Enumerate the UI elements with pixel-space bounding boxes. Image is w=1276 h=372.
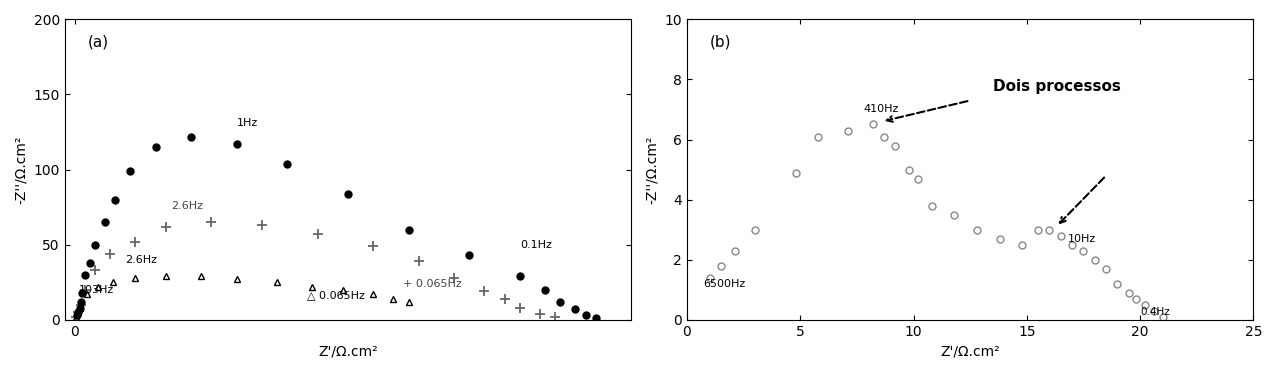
Text: 2.6Hz: 2.6Hz [125, 255, 157, 264]
Text: △ 0.065Hz: △ 0.065Hz [308, 291, 365, 301]
Text: 103Hz: 103Hz [79, 285, 114, 295]
Text: (b): (b) [709, 34, 731, 49]
Text: 6500Hz: 6500Hz [703, 279, 745, 289]
Text: 2.6Hz: 2.6Hz [171, 201, 203, 211]
X-axis label: Z'/Ω.cm²: Z'/Ω.cm² [318, 344, 378, 358]
Text: 0.4Hz: 0.4Hz [1139, 307, 1170, 317]
Text: 10Hz: 10Hz [1068, 234, 1096, 244]
Text: 1Hz: 1Hz [236, 118, 258, 128]
Text: Dois processos: Dois processos [993, 80, 1120, 94]
Text: (a): (a) [87, 34, 108, 49]
Y-axis label: -Z''/Ω.cm²: -Z''/Ω.cm² [14, 135, 28, 204]
Text: 410Hz: 410Hz [864, 105, 900, 115]
Text: 0.1Hz: 0.1Hz [519, 240, 551, 250]
Text: + 0.065Hz: + 0.065Hz [403, 279, 462, 289]
Y-axis label: -Z''/Ω.cm²: -Z''/Ω.cm² [644, 135, 658, 204]
X-axis label: Z'/Ω.cm²: Z'/Ω.cm² [940, 344, 1000, 358]
